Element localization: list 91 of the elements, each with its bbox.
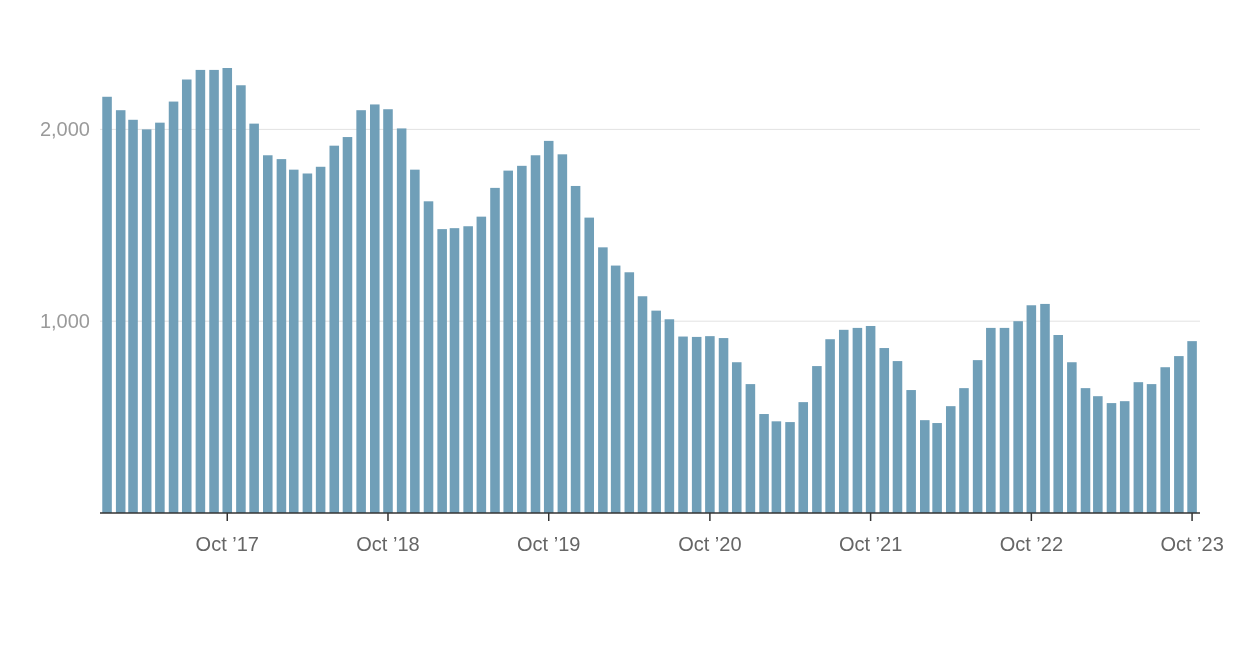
bar xyxy=(812,366,822,513)
bar xyxy=(383,109,393,513)
bar xyxy=(356,110,366,513)
y-tick-label: 2,000 xyxy=(39,118,90,141)
bar xyxy=(637,296,648,513)
bar xyxy=(302,173,313,513)
bar xyxy=(1160,367,1170,513)
bar xyxy=(1106,403,1117,513)
bar xyxy=(999,327,1010,513)
bar xyxy=(102,96,112,513)
bar xyxy=(195,69,206,513)
y-tick-label: 1,000 xyxy=(39,310,90,333)
bar xyxy=(1026,305,1037,513)
x-tick-label: Oct ’18 xyxy=(356,533,420,555)
bar xyxy=(276,159,287,513)
bar xyxy=(463,226,473,513)
bar xyxy=(610,265,621,513)
bar xyxy=(168,101,179,513)
bar xyxy=(517,165,527,513)
bar xyxy=(825,339,835,513)
bar xyxy=(678,336,688,513)
bar xyxy=(759,414,769,513)
bar xyxy=(624,272,635,513)
bar xyxy=(141,129,152,513)
bar xyxy=(906,390,916,513)
bar xyxy=(543,140,554,513)
bar xyxy=(222,68,233,513)
bar xyxy=(705,336,715,513)
bar xyxy=(691,336,702,513)
bar xyxy=(1133,382,1144,513)
bar xyxy=(1119,401,1130,513)
x-tick-label: Oct ’22 xyxy=(999,533,1064,555)
bar xyxy=(838,329,849,513)
bar xyxy=(236,85,246,513)
x-tick-label: Oct ’21 xyxy=(838,533,903,555)
bar xyxy=(745,384,756,513)
bar xyxy=(370,104,380,513)
bar xyxy=(449,228,460,513)
bar xyxy=(181,79,192,513)
bar xyxy=(718,338,729,513)
bar xyxy=(798,402,809,513)
bar xyxy=(1146,384,1157,513)
bar xyxy=(423,201,434,513)
bar xyxy=(155,122,165,513)
x-tick-label: Oct ’17 xyxy=(195,533,259,555)
bar xyxy=(570,185,581,513)
bar xyxy=(209,69,219,513)
bar xyxy=(249,123,259,513)
bar xyxy=(731,362,742,513)
bar xyxy=(771,421,782,513)
bar xyxy=(865,325,876,513)
x-tick-label: Oct ’20 xyxy=(678,533,742,555)
bar xyxy=(651,310,661,513)
bar xyxy=(263,155,273,513)
x-tick-label: Oct ’23 xyxy=(1160,533,1224,555)
bar xyxy=(1187,341,1197,513)
bar xyxy=(490,187,500,513)
bar xyxy=(852,327,863,513)
bar xyxy=(879,348,890,513)
bar xyxy=(503,170,513,513)
bar xyxy=(557,154,568,513)
bar xyxy=(785,422,795,513)
bar xyxy=(584,217,595,513)
bar xyxy=(1080,388,1091,513)
bar xyxy=(530,155,541,513)
bar xyxy=(115,110,126,513)
bar xyxy=(1013,321,1023,513)
bar xyxy=(598,247,608,513)
bar xyxy=(945,406,956,513)
bar xyxy=(1174,356,1184,513)
bar xyxy=(664,319,675,513)
bar xyxy=(986,327,996,513)
bar xyxy=(476,216,487,513)
bar xyxy=(1093,396,1103,513)
x-tick-label: Oct ’19 xyxy=(517,533,581,555)
bar xyxy=(1053,335,1063,513)
bar xyxy=(892,361,903,513)
bar xyxy=(410,169,420,513)
bar xyxy=(920,420,930,513)
bar xyxy=(288,169,299,513)
bar xyxy=(1067,362,1077,513)
bar xyxy=(932,423,942,513)
bar xyxy=(959,388,969,513)
bar xyxy=(329,145,340,513)
bar xyxy=(972,360,983,513)
bar xyxy=(437,229,447,513)
bar xyxy=(1040,303,1050,513)
bar xyxy=(315,166,326,513)
bar xyxy=(342,137,353,513)
bar xyxy=(396,128,407,513)
bar xyxy=(128,119,138,513)
